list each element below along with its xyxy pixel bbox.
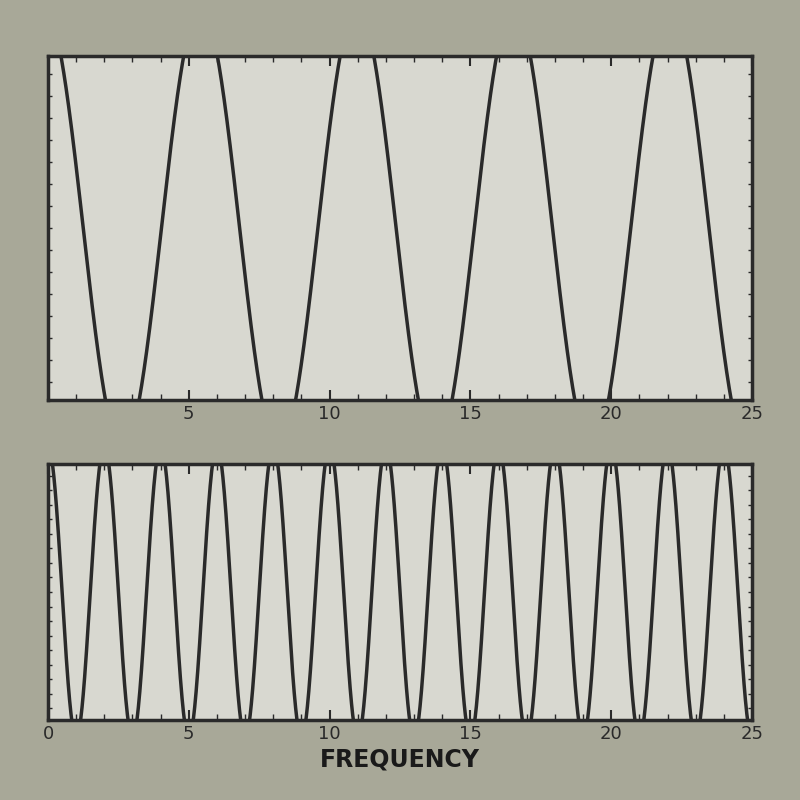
Text: FREQUENCY: FREQUENCY	[320, 748, 480, 772]
